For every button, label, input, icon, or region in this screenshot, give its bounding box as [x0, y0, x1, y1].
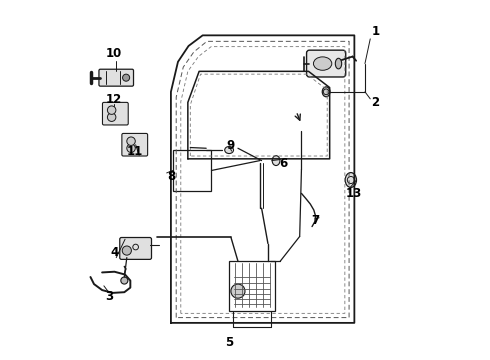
Circle shape	[107, 106, 116, 114]
FancyBboxPatch shape	[99, 69, 133, 86]
Bar	[229, 261, 275, 311]
FancyBboxPatch shape	[120, 238, 151, 259]
Text: 10: 10	[106, 47, 122, 60]
Circle shape	[127, 144, 135, 153]
FancyBboxPatch shape	[102, 102, 128, 125]
Circle shape	[107, 113, 116, 121]
Ellipse shape	[314, 57, 332, 70]
Text: 6: 6	[280, 157, 288, 170]
FancyBboxPatch shape	[122, 134, 147, 156]
Text: 12: 12	[106, 93, 122, 106]
Text: 9: 9	[227, 139, 235, 152]
Ellipse shape	[272, 156, 280, 166]
Text: 1: 1	[371, 25, 380, 38]
Text: 7: 7	[312, 214, 319, 227]
Text: 11: 11	[127, 145, 143, 158]
Text: 13: 13	[345, 187, 362, 200]
FancyBboxPatch shape	[307, 50, 346, 77]
Circle shape	[127, 137, 135, 145]
Circle shape	[122, 246, 131, 255]
Ellipse shape	[225, 147, 234, 154]
Text: 4: 4	[110, 246, 119, 259]
Text: 8: 8	[167, 170, 175, 183]
Ellipse shape	[322, 87, 330, 97]
Ellipse shape	[335, 58, 342, 69]
Ellipse shape	[345, 172, 357, 188]
Circle shape	[121, 277, 128, 284]
Text: 2: 2	[371, 96, 380, 109]
Circle shape	[231, 284, 245, 298]
Circle shape	[122, 74, 130, 81]
Bar	[172, 150, 212, 191]
Text: 3: 3	[105, 290, 113, 303]
Text: 5: 5	[225, 337, 233, 350]
